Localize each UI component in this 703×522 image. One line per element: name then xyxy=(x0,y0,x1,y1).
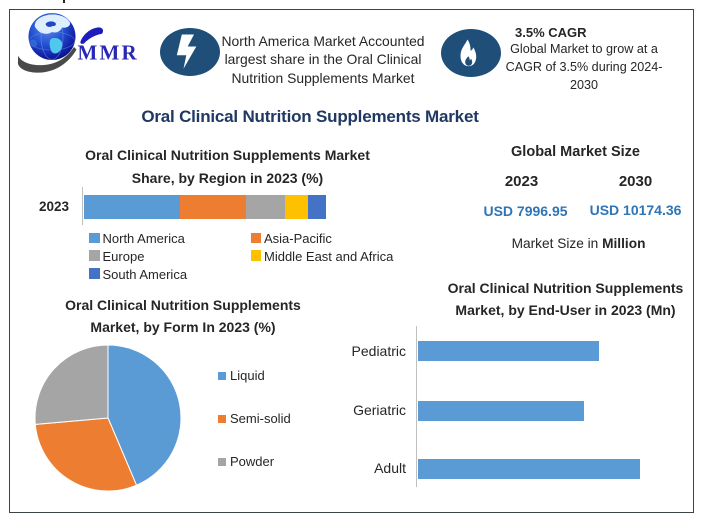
svg-text:MMR: MMR xyxy=(78,41,139,65)
